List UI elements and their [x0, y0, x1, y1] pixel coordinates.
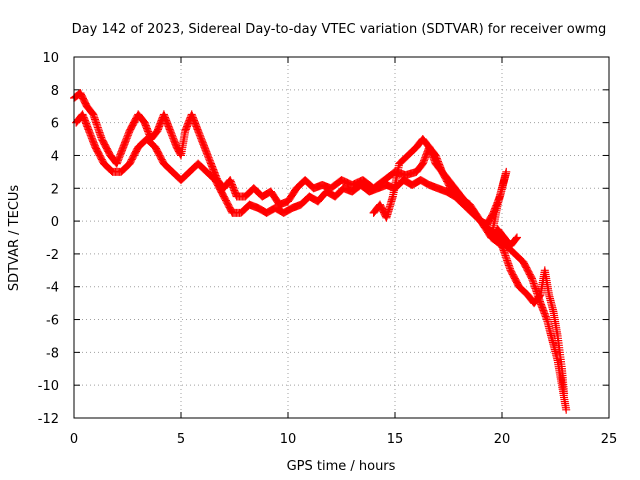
- data-points: [70, 89, 571, 414]
- y-tick-label: -6: [46, 314, 59, 329]
- y-tick-label: -2: [46, 248, 59, 263]
- data-point: [512, 233, 521, 242]
- y-tick-label: -12: [38, 412, 59, 427]
- x-tick-label: 15: [387, 432, 404, 447]
- y-tick-label: 10: [42, 51, 59, 66]
- chart-title: Day 142 of 2023, Sidereal Day-to-day VTE…: [72, 22, 607, 37]
- data-point: [562, 405, 571, 414]
- x-tick-label: 10: [280, 432, 297, 447]
- plot-frame: [73, 56, 610, 419]
- y-tick-label: 2: [51, 182, 59, 197]
- y-axis-label: SDTVAR / TECUs: [7, 185, 22, 292]
- data-point: [512, 234, 521, 243]
- y-tick-label: 6: [51, 117, 59, 132]
- grid-lines: [74, 57, 609, 418]
- x-tick-label: 0: [70, 432, 78, 447]
- y-tick-label: -4: [46, 281, 59, 296]
- y-tick-label: -8: [46, 346, 59, 361]
- axis-ticks: 0 5 10 15 20 25 -12 -10 -8 -6 -4 -2 0 2 4 6 8 10: [38, 51, 618, 447]
- y-tick-label: 8: [51, 84, 59, 99]
- data-point: [511, 235, 520, 244]
- x-tick-label: 20: [494, 432, 511, 447]
- y-tick-label: -10: [38, 379, 59, 394]
- y-tick-label: 0: [51, 215, 59, 230]
- y-tick-label: 4: [51, 149, 59, 164]
- data-point: [106, 166, 115, 175]
- x-tick-label: 25: [601, 432, 618, 447]
- x-axis-label: GPS time / hours: [287, 459, 396, 474]
- x-tick-label: 5: [177, 432, 185, 447]
